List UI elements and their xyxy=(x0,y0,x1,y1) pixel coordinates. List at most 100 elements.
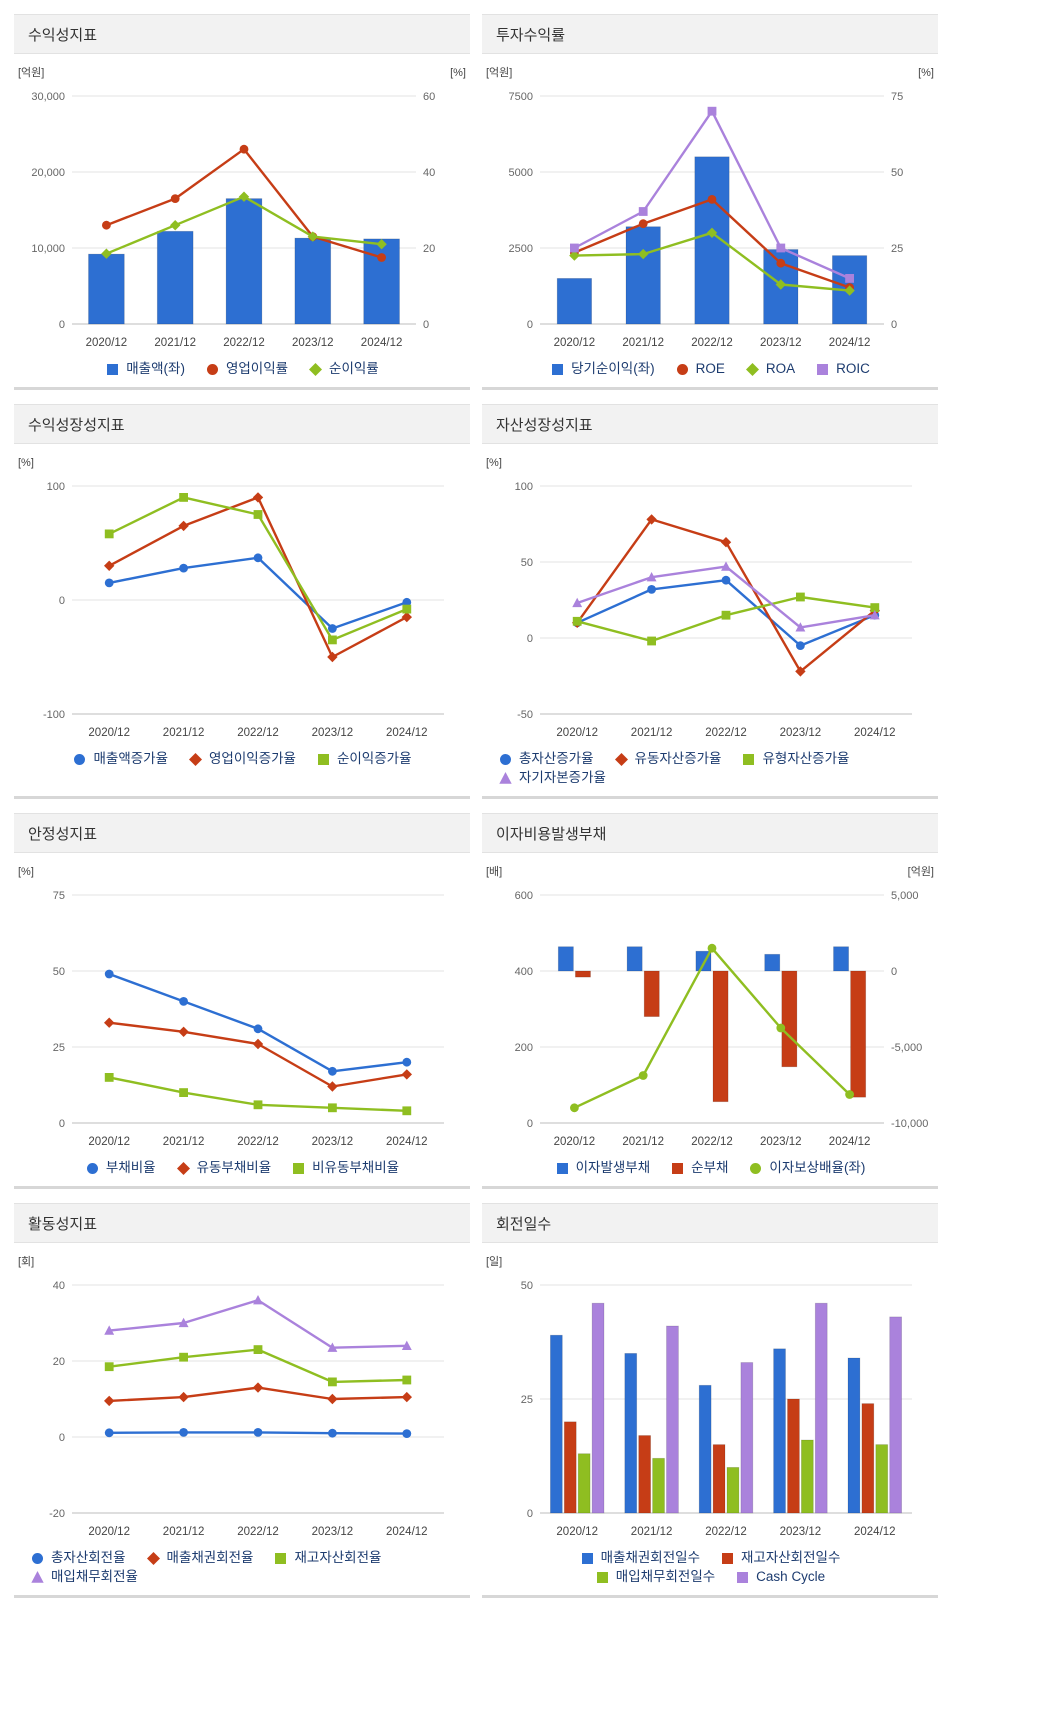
bar-marker-icon xyxy=(672,1162,684,1174)
svg-text:50: 50 xyxy=(521,557,533,569)
legend-item: 매출채권회전일수 xyxy=(580,1550,700,1566)
svg-text:40: 40 xyxy=(423,167,435,179)
panel-profit-growth-header: 수익성장성지표 xyxy=(14,404,470,444)
legend-label: 순이익증가율 xyxy=(336,751,412,766)
legend-label: 유동부채비율 xyxy=(196,1160,272,1175)
panel-profitability-header: 수익성지표 xyxy=(14,14,470,54)
svg-text:2023/12: 2023/12 xyxy=(760,1136,802,1148)
bar-marker-icon xyxy=(737,1571,749,1583)
legend-row: 부채비율 유동부채비율 비유동부채비율 xyxy=(14,1160,470,1176)
legend-row: 매입채무회전일수 Cash Cycle xyxy=(482,1569,938,1585)
circle-marker-icon xyxy=(74,753,86,765)
svg-text:[%]: [%] xyxy=(18,457,34,469)
panel-activity: 활동성지표 -20 0 20 40 [회] 2020/12 2021/12 2022/12 20… xyxy=(14,1203,470,1598)
panel-activity-header: 활동성지표 xyxy=(14,1203,470,1243)
svg-text:[배]: [배] xyxy=(486,865,502,878)
diamond-marker-icon xyxy=(309,362,323,376)
svg-text:2020/12: 2020/12 xyxy=(554,1136,596,1148)
panel-interest-bearing-debt: 이자비용발생부채 0 200 400 600 -10,000 -5,000 0 5,000 [배… xyxy=(482,813,938,1189)
diamond-marker-icon xyxy=(745,362,759,376)
legend-label: 매출액증가율 xyxy=(93,751,169,766)
activity-legend: 총자산회전율 매출채권회전율 재고자산회전율 매입채무회전율 xyxy=(14,1545,470,1590)
bar-marker-icon xyxy=(596,1571,608,1583)
bar-marker-icon xyxy=(581,1552,593,1564)
legend-label: 매출채권회전율 xyxy=(166,1550,254,1565)
svg-text:2023/12: 2023/12 xyxy=(780,727,822,739)
legend-row: 당기순이익(좌) ROE ROA ROIC xyxy=(482,361,938,377)
panel-asset-growth-title: 자산성장성지표 xyxy=(496,416,593,434)
legend-item: 영업이익증가율 xyxy=(188,751,296,767)
legend-item: 매입채무회전율 xyxy=(30,1569,138,1585)
legend-item: 매출액(좌) xyxy=(105,361,185,377)
legend-label: 영업이익증가율 xyxy=(209,751,296,766)
panel-interest-bearing-debt-title: 이자비용발생부채 xyxy=(496,825,607,843)
legend-label: 재고자산회전일수 xyxy=(741,1550,841,1565)
svg-text:2023/12: 2023/12 xyxy=(780,1526,822,1538)
legend-item: 매출채권회전율 xyxy=(146,1550,254,1566)
legend-label: ROIC xyxy=(836,361,870,376)
svg-text:2022/12: 2022/12 xyxy=(691,337,733,349)
svg-text:2020/12: 2020/12 xyxy=(556,1526,598,1538)
panel-investment-return: 투자수익률 0 2500 5000 7500 0 25 50 75 [억원] [%] 2020/12… xyxy=(482,14,938,390)
legend-row: 매입채무회전율 xyxy=(14,1569,470,1585)
svg-text:2023/12: 2023/12 xyxy=(312,1136,354,1148)
svg-text:2022/12: 2022/12 xyxy=(705,1526,747,1538)
legend-item: 유형자산증가율 xyxy=(741,751,849,767)
svg-text:2024/12: 2024/12 xyxy=(854,727,896,739)
legend-label: 순이익률 xyxy=(329,361,379,376)
circle-marker-icon xyxy=(676,363,688,375)
legend-item: 이자보상배율(좌) xyxy=(748,1160,865,1176)
investment-return-chart: 0 2500 5000 7500 0 25 50 75 [억원] [%] 2020/12 2021/1… xyxy=(482,60,938,356)
legend-label: 총자산회전율 xyxy=(51,1550,126,1565)
svg-text:60: 60 xyxy=(423,91,435,103)
legend-label: 매출채권회전일수 xyxy=(600,1550,700,1565)
svg-text:2023/12: 2023/12 xyxy=(292,337,334,349)
panel-turnover-days: 회전일수 0 25 50 [일] 2020/12 2021/12 2022/12 2023/1… xyxy=(482,1203,938,1598)
svg-text:[억원]: [억원] xyxy=(486,66,512,79)
svg-text:-5,000: -5,000 xyxy=(891,1042,922,1054)
panel-investment-return-header: 투자수익률 xyxy=(482,14,938,54)
legend-item: 순이익률 xyxy=(308,361,379,377)
triangle-marker-icon xyxy=(499,771,512,784)
svg-text:2024/12: 2024/12 xyxy=(386,1526,428,1538)
dashboard-row-3: 안정성지표 0 25 50 75 [%] 2020/12 2021/12 2022/12 202… xyxy=(0,813,1059,1189)
svg-text:2020/12: 2020/12 xyxy=(554,337,596,349)
svg-text:0: 0 xyxy=(891,966,897,978)
svg-text:0: 0 xyxy=(59,595,65,607)
legend-item: 유동자산증가율 xyxy=(614,751,722,767)
svg-text:75: 75 xyxy=(53,890,65,902)
legend-row: 매출액(좌) 영업이익률 순이익률 xyxy=(14,361,470,377)
profitability-legend: 매출액(좌) 영업이익률 순이익률 xyxy=(14,356,470,382)
financial-indicators-dashboard: 수익성지표 0 10,000 20,000 30,000 0 20 40 60 [억원] [%] 2… xyxy=(0,14,1059,1598)
svg-text:0: 0 xyxy=(891,319,897,331)
svg-text:600: 600 xyxy=(515,890,533,902)
legend-label: 유동자산증가율 xyxy=(634,751,722,766)
svg-text:2024/12: 2024/12 xyxy=(854,1526,896,1538)
asset-growth-chart: -50 0 50 100 [%] 2020/12 2021/12 2022/12 2023/12… xyxy=(482,450,938,746)
svg-text:25: 25 xyxy=(891,243,903,255)
panel-asset-growth: 자산성장성지표 -50 0 50 100 [%] 2020/12 2021/12 2022/1… xyxy=(482,404,938,799)
dashboard-row-2: 수익성장성지표 -100 0 100 [%] 2020/12 2021/12 2022/12… xyxy=(0,404,1059,799)
legend-label: 이자발생부채 xyxy=(575,1160,651,1175)
square-marker-icon xyxy=(293,1162,305,1174)
stability-legend: 부채비율 유동부채비율 비유동부채비율 xyxy=(14,1155,470,1181)
legend-row: 총자산회전율 매출채권회전율 재고자산회전율 xyxy=(14,1550,470,1566)
bar-marker-icon xyxy=(722,1552,733,1564)
legend-row: 총자산증가율 유동자산증가율 유형자산증가율 xyxy=(482,751,938,767)
panel-asset-growth-header: 자산성장성지표 xyxy=(482,404,938,444)
svg-text:-20: -20 xyxy=(49,1508,65,1520)
legend-item: 비유동부채비율 xyxy=(291,1160,399,1176)
bar-marker-icon xyxy=(107,363,119,375)
investment-return-legend: 당기순이익(좌) ROE ROA ROIC xyxy=(482,356,938,382)
svg-text:2021/12: 2021/12 xyxy=(154,337,196,349)
svg-text:[억원]: [억원] xyxy=(18,66,44,79)
panel-turnover-days-header: 회전일수 xyxy=(482,1203,938,1243)
turnover-days-chart: 0 25 50 [일] 2020/12 2021/12 2022/12 2023/12 2024… xyxy=(482,1249,938,1545)
legend-item: 당기순이익(좌) xyxy=(550,361,655,377)
asset-growth-legend: 총자산증가율 유동자산증가율 유형자산증가율 자기자본증가율 xyxy=(482,746,938,791)
svg-text:2021/12: 2021/12 xyxy=(163,1136,205,1148)
activity-chart: -20 0 20 40 [회] 2020/12 2021/12 2022/12 2023/12 2… xyxy=(14,1249,470,1545)
interest-bearing-debt-chart: 0 200 400 600 -10,000 -5,000 0 5,000 [배] [억원] 2020… xyxy=(482,859,938,1155)
svg-text:[억원]: [억원] xyxy=(908,865,934,878)
svg-text:2021/12: 2021/12 xyxy=(163,727,205,739)
